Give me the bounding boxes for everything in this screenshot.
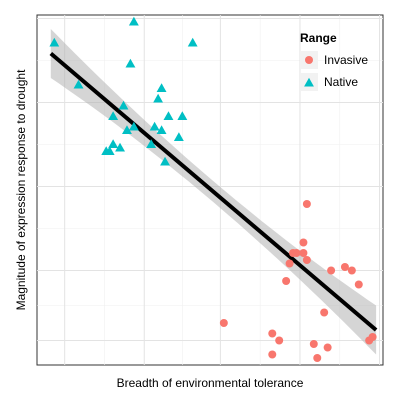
- point-invasive: [275, 337, 283, 345]
- x-axis-title: Breadth of environmental tolerance: [117, 376, 304, 390]
- legend-key-invasive: [305, 56, 313, 64]
- point-invasive: [341, 263, 349, 271]
- point-invasive: [293, 249, 301, 257]
- point-invasive: [299, 239, 307, 247]
- point-invasive: [320, 309, 328, 317]
- point-invasive: [286, 260, 294, 268]
- point-invasive: [299, 249, 307, 257]
- point-invasive: [310, 340, 318, 348]
- point-invasive: [282, 277, 290, 285]
- point-invasive: [268, 330, 276, 338]
- point-invasive: [369, 333, 377, 341]
- point-invasive: [327, 267, 335, 275]
- point-invasive: [348, 267, 356, 275]
- point-invasive: [303, 256, 311, 264]
- point-invasive: [355, 281, 363, 289]
- legend-label-native: Native: [324, 75, 358, 89]
- point-invasive: [303, 200, 311, 208]
- point-invasive: [268, 351, 276, 359]
- point-invasive: [324, 344, 332, 352]
- y-axis-title: Magnitude of expression response to drou…: [14, 69, 28, 310]
- point-invasive: [220, 319, 228, 327]
- legend-title: Range: [300, 31, 337, 45]
- legend-label-invasive: Invasive: [324, 53, 368, 67]
- legend-marker-invasive: [305, 56, 313, 64]
- point-invasive: [313, 354, 321, 362]
